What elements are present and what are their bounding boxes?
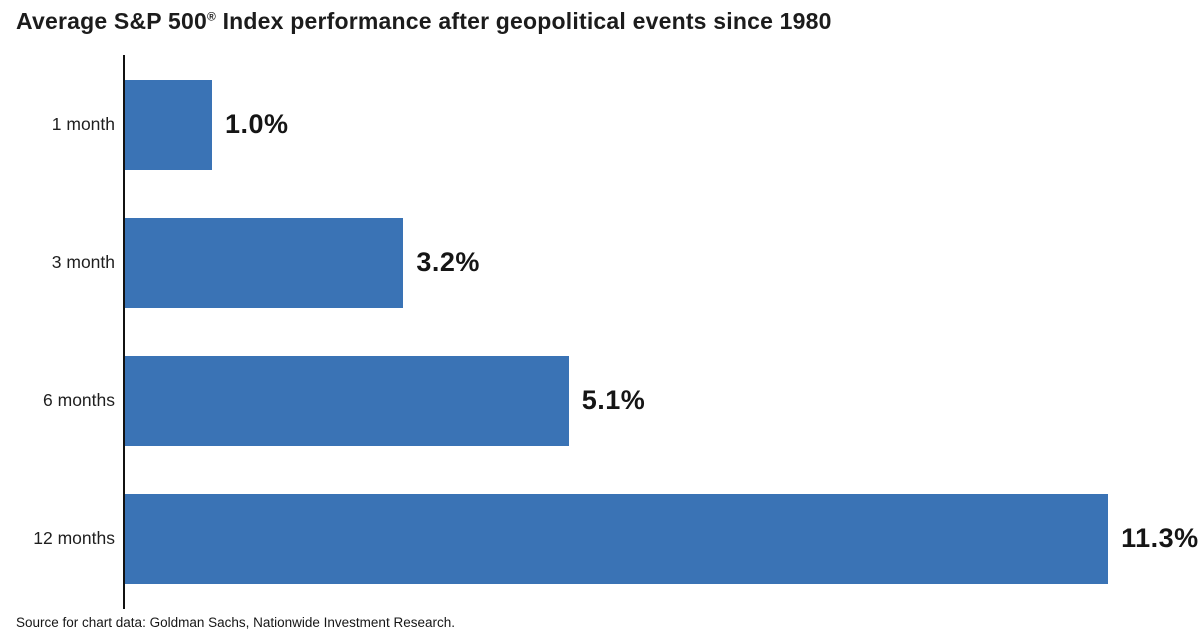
bar-row: 3 month 3.2%	[0, 217, 1200, 308]
chart-page: Average S&P 500® Index performance after…	[0, 8, 1200, 640]
plot-area: 1 month 1.0% 3 month 3.2% 6 months 5.1% …	[0, 54, 1200, 609]
registered-trademark-symbol: ®	[206, 9, 216, 24]
value-label: 3.2%	[416, 247, 480, 278]
value-label: 5.1%	[581, 385, 646, 416]
bar	[125, 355, 569, 446]
value-label: 11.3%	[1121, 523, 1199, 554]
category-label: 6 months	[43, 390, 115, 411]
bar-row: 6 months 5.1%	[0, 355, 1200, 446]
bar-track: 3.2%	[125, 217, 1200, 308]
y-axis-baseline	[123, 54, 125, 609]
bar	[125, 217, 404, 308]
chart-title-text-after: Index performance after geopolitical eve…	[216, 8, 832, 34]
chart-title-text: Average S&P 500	[16, 8, 207, 34]
source-note: Source for chart data: Goldman Sachs, Na…	[16, 614, 455, 630]
bar	[125, 79, 212, 170]
bar-row: 12 months 11.3%	[0, 493, 1200, 584]
bar-track: 1.0%	[125, 79, 1200, 170]
category-label: 1 month	[51, 114, 115, 135]
bar-track: 5.1%	[125, 355, 1200, 446]
bar-track: 11.3%	[125, 493, 1200, 584]
category-label: 3 month	[51, 252, 115, 273]
category-label: 12 months	[33, 528, 115, 549]
bar	[125, 493, 1109, 584]
bar-rows: 1 month 1.0% 3 month 3.2% 6 months 5.1% …	[0, 55, 1200, 584]
bar-row: 1 month 1.0%	[0, 79, 1200, 170]
chart-title: Average S&P 500® Index performance after…	[16, 8, 1200, 36]
value-label: 1.0%	[225, 109, 289, 140]
